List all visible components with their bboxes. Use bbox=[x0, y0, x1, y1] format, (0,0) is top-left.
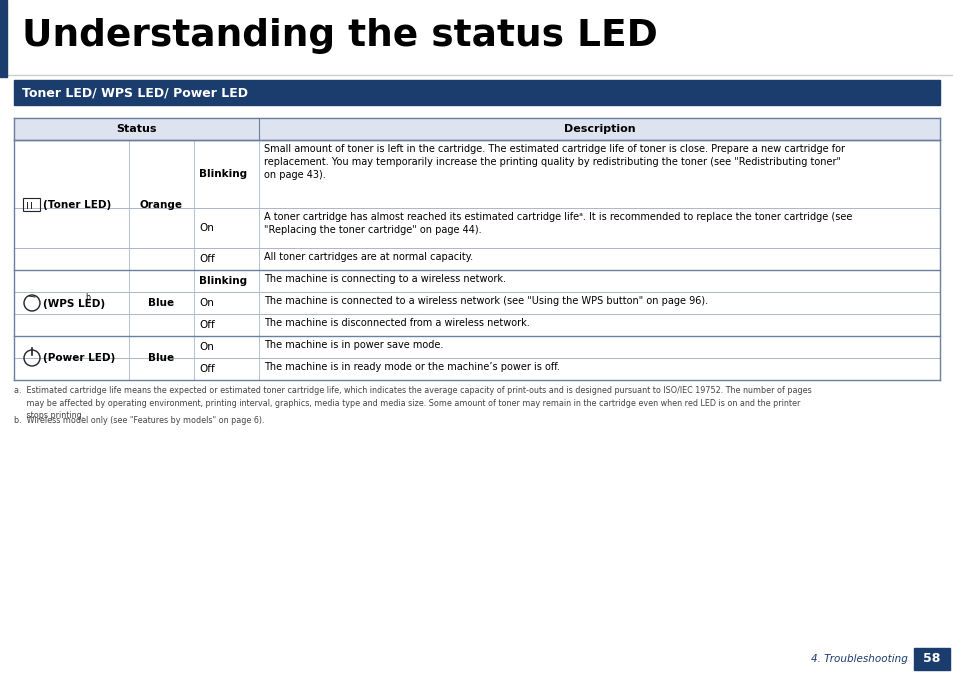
Bar bbox=[14, 80, 939, 105]
Text: b.  Wireless model only (see "Features by models" on page 6).: b. Wireless model only (see "Features by… bbox=[14, 416, 264, 425]
Bar bbox=[913, 648, 949, 670]
Bar bbox=[14, 208, 939, 248]
Text: The machine is connected to a wireless network (see "Using the WPS button" on pa: The machine is connected to a wireless n… bbox=[264, 296, 707, 306]
Text: Blue: Blue bbox=[149, 353, 174, 363]
Text: The machine is in power save mode.: The machine is in power save mode. bbox=[264, 340, 443, 350]
Text: 58: 58 bbox=[923, 653, 940, 666]
Text: On: On bbox=[199, 342, 213, 352]
Text: Understanding the status LED: Understanding the status LED bbox=[22, 18, 658, 54]
Text: Off: Off bbox=[199, 364, 214, 374]
Text: A toner cartridge has almost reached its estimated cartridge lifeᵃ. It is recomm: A toner cartridge has almost reached its… bbox=[264, 212, 851, 235]
Text: Blinking: Blinking bbox=[199, 169, 247, 179]
Text: (Power LED): (Power LED) bbox=[43, 353, 115, 363]
Text: Small amount of toner is left in the cartridge. The estimated cartridge life of : Small amount of toner is left in the car… bbox=[264, 144, 844, 180]
Bar bbox=[14, 292, 939, 314]
Text: a.  Estimated cartridge life means the expected or estimated toner cartridge lif: a. Estimated cartridge life means the ex… bbox=[14, 386, 811, 420]
Text: The machine is disconnected from a wireless network.: The machine is disconnected from a wirel… bbox=[264, 318, 529, 328]
Text: (WPS LED): (WPS LED) bbox=[43, 299, 105, 309]
Bar bbox=[14, 270, 939, 292]
Text: b: b bbox=[85, 294, 90, 302]
Text: On: On bbox=[199, 223, 213, 233]
Text: Blue: Blue bbox=[149, 298, 174, 308]
Text: Status: Status bbox=[116, 124, 156, 134]
Text: Off: Off bbox=[199, 254, 214, 264]
Text: Off: Off bbox=[199, 320, 214, 330]
Bar bbox=[14, 314, 939, 336]
Bar bbox=[14, 140, 939, 208]
Text: On: On bbox=[199, 298, 213, 308]
Text: Description: Description bbox=[563, 124, 635, 134]
Bar bbox=[14, 358, 939, 380]
Text: All toner cartridges are at normal capacity.: All toner cartridges are at normal capac… bbox=[264, 252, 473, 262]
Text: Blinking: Blinking bbox=[199, 276, 247, 286]
Text: The machine is connecting to a wireless network.: The machine is connecting to a wireless … bbox=[264, 274, 505, 284]
Bar bbox=[14, 248, 939, 270]
Bar bbox=[14, 336, 939, 358]
Text: 4. Troubleshooting: 4. Troubleshooting bbox=[810, 654, 907, 664]
Text: The machine is in ready mode or the machine’s power is off.: The machine is in ready mode or the mach… bbox=[264, 362, 559, 372]
Text: Toner LED/ WPS LED/ Power LED: Toner LED/ WPS LED/ Power LED bbox=[22, 86, 248, 99]
Bar bbox=[0, 0, 7, 77]
Text: Orange: Orange bbox=[140, 200, 183, 210]
Text: (Toner LED): (Toner LED) bbox=[43, 200, 112, 210]
Bar bbox=[14, 118, 939, 140]
